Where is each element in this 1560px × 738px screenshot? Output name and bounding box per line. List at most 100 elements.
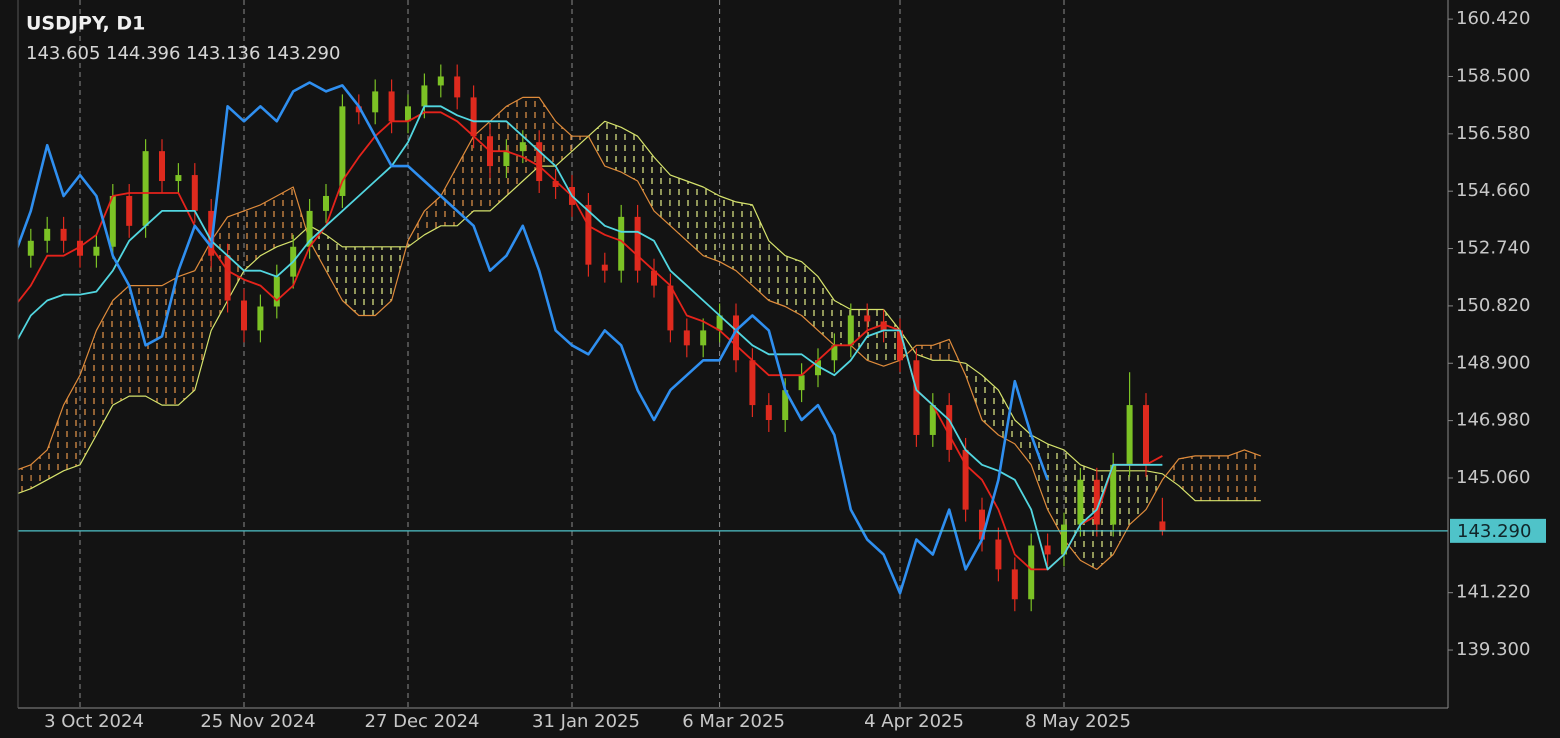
x-tick-label: 4 Apr 2025 xyxy=(864,711,964,732)
candle-body xyxy=(503,151,510,167)
cloud-segment xyxy=(1244,449,1261,501)
cloud-segment xyxy=(490,106,507,211)
candle-body xyxy=(1143,405,1149,465)
cloud-segment xyxy=(375,246,392,316)
cloud-segment xyxy=(473,121,490,211)
y-tick-label: 145.060 xyxy=(1456,467,1530,488)
candle-body xyxy=(470,97,477,137)
cloud-segment xyxy=(260,195,277,256)
x-tick-label: 6 Mar 2025 xyxy=(682,711,785,732)
candle-body xyxy=(273,276,280,307)
ohlc-header: 143.605 144.396 143.136 143.290 xyxy=(26,43,340,64)
y-tick-label: 141.220 xyxy=(1456,582,1530,603)
cloud-segment xyxy=(932,339,950,361)
candle-body xyxy=(175,175,182,182)
chart-title: USDJPY, D1 xyxy=(26,13,145,35)
plot-area xyxy=(18,0,1448,708)
cloud-segment xyxy=(358,246,376,316)
cloud-segment xyxy=(982,375,999,435)
candle-body xyxy=(1126,405,1133,465)
candle-body xyxy=(716,315,723,331)
y-tick-label: 139.300 xyxy=(1456,639,1530,660)
cloud-segment xyxy=(47,405,64,480)
candle-body xyxy=(355,106,362,113)
candle-body xyxy=(241,300,247,331)
cloud-segment xyxy=(1162,458,1179,486)
cloud-segment xyxy=(1146,470,1163,510)
cloud-segment xyxy=(1211,455,1228,501)
cloud-segment xyxy=(621,127,638,182)
candle-body xyxy=(700,330,707,346)
candle-body xyxy=(864,315,871,322)
candle-body xyxy=(782,390,789,421)
candle-body xyxy=(946,405,953,450)
cloud-segment xyxy=(1047,443,1064,540)
y-tick-label: 160.420 xyxy=(1456,8,1530,29)
candle-body xyxy=(1110,464,1117,525)
cloud-segment xyxy=(30,449,48,489)
cloud-segment xyxy=(194,240,212,391)
y-tick-label: 146.980 xyxy=(1456,410,1530,431)
cloud-segment xyxy=(112,285,130,406)
cloud-segment xyxy=(539,97,556,167)
last-price-label: 143.290 xyxy=(1457,521,1531,542)
candle-body xyxy=(979,509,985,540)
candle-body xyxy=(405,106,411,122)
cloud-segment xyxy=(998,390,1015,444)
candle-body xyxy=(159,151,165,182)
candle-body xyxy=(372,91,379,113)
cloud-segment xyxy=(686,181,704,256)
cloud-segment xyxy=(1178,455,1196,501)
candle-body xyxy=(683,330,690,346)
cloud-segment xyxy=(1129,470,1146,525)
candle-body xyxy=(552,181,559,188)
candle-body xyxy=(142,151,149,226)
candle-body xyxy=(536,142,543,182)
cloud-segment xyxy=(506,97,523,196)
cloud-segment xyxy=(703,187,720,262)
candle-body xyxy=(880,321,887,331)
indicator-line xyxy=(18,105,1163,571)
y-tick-label: 158.500 xyxy=(1456,65,1530,86)
cloud-segment xyxy=(1113,470,1130,555)
y-tick-label: 152.740 xyxy=(1456,238,1530,259)
cloud-segment xyxy=(326,234,343,301)
cloud-segment xyxy=(1014,420,1032,465)
cloud-segment xyxy=(818,276,835,346)
cloud-segment xyxy=(178,270,195,406)
candle-body xyxy=(323,195,329,211)
candle-body xyxy=(847,315,854,346)
candle-body xyxy=(962,449,969,510)
candle-body xyxy=(1011,569,1018,600)
cloud-segment xyxy=(719,195,736,271)
candle-body xyxy=(257,306,264,331)
cloud-segment xyxy=(916,345,933,361)
cloud-segment xyxy=(440,166,458,226)
candle-body xyxy=(208,210,215,256)
last-price-box xyxy=(1450,518,1546,543)
candle-body xyxy=(1028,545,1035,600)
candle-body xyxy=(1093,479,1100,525)
candle-body xyxy=(126,195,133,226)
candle-body xyxy=(437,76,444,86)
candle-body xyxy=(339,106,346,196)
candle-body xyxy=(224,255,231,301)
cloud-segment xyxy=(834,300,851,346)
y-tick-label: 154.660 xyxy=(1456,180,1530,201)
cloud-segment xyxy=(900,330,917,361)
ohlc-value: 143.136 xyxy=(186,43,260,64)
candle-body xyxy=(109,195,116,247)
cloud-segment xyxy=(965,363,982,421)
cloud-segment xyxy=(654,157,671,226)
x-tick-label: 31 Jan 2025 xyxy=(532,711,640,732)
candle-body xyxy=(733,315,739,361)
senkou-span-a xyxy=(18,120,1261,502)
ohlc-value: 143.605 xyxy=(26,43,100,64)
axes: 160.420 158.500 156.580 154.660 152.740 150.8… xyxy=(44,8,1546,732)
candle-body xyxy=(651,270,657,286)
candle-body xyxy=(306,210,313,247)
candle-body xyxy=(585,204,592,265)
ohlc-value: 143.290 xyxy=(266,43,340,64)
